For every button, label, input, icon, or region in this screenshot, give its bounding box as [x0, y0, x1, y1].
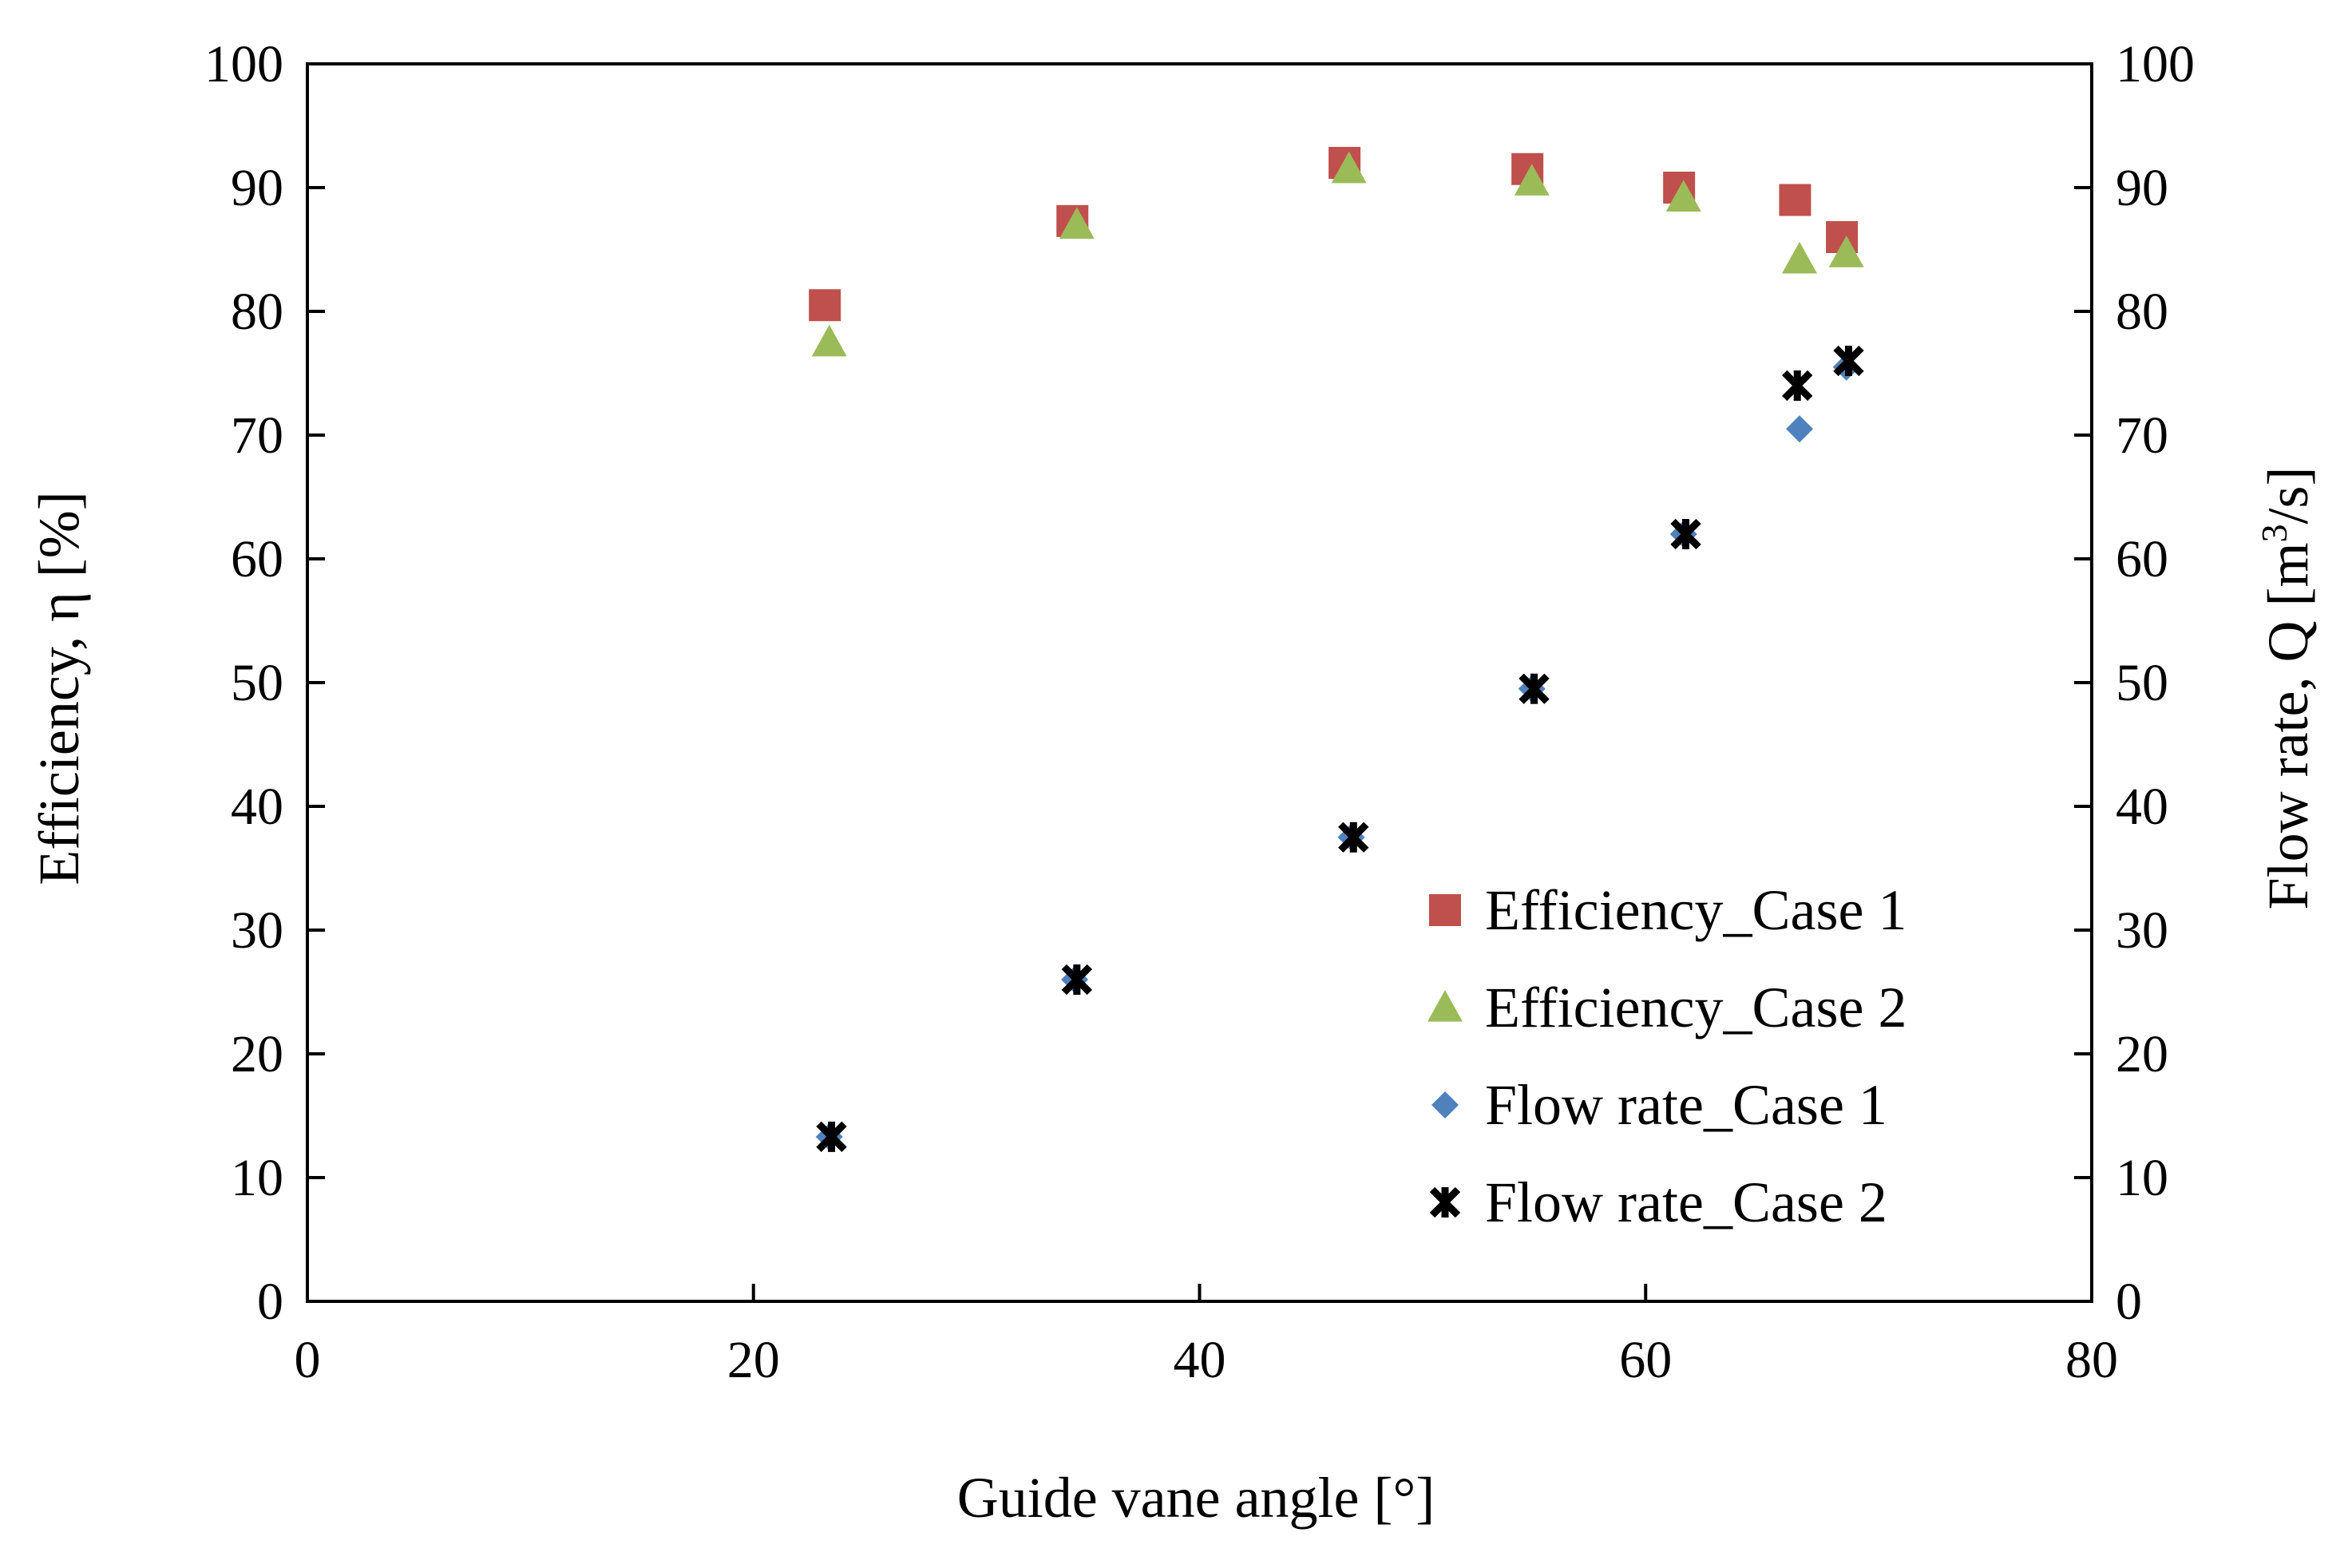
y-left-tick-label: 10	[231, 1149, 283, 1207]
y-axis-right-title-main: Flow rate, Q [m	[2256, 543, 2320, 910]
y-right-tick-label: 50	[2116, 654, 2168, 712]
data-point	[1514, 164, 1550, 196]
y-left-tick-label: 0	[257, 1273, 283, 1331]
y-axis-right-title-suffix: /s]	[2256, 467, 2320, 525]
data-point	[1828, 236, 1864, 267]
data-point	[1786, 415, 1814, 443]
y-left-tick-label: 50	[231, 654, 283, 712]
y-right-tick-label: 10	[2116, 1149, 2168, 1207]
y-left-tick-label: 40	[231, 778, 283, 836]
data-point	[1518, 673, 1550, 704]
y-right-tick-label: 20	[2116, 1025, 2168, 1083]
x-tick-label: 60	[1619, 1331, 1672, 1389]
x-tick-label: 80	[2065, 1331, 2118, 1389]
y-right-tick-label: 70	[2116, 406, 2168, 465]
data-point	[1782, 370, 1813, 402]
y-right-tick-label: 90	[2116, 159, 2168, 217]
y-axis-right-title: Flow rate, Q [m3/s]	[2254, 467, 2320, 910]
legend-label: Flow rate_Case 1	[1485, 1073, 1887, 1137]
x-axis-title: Guide vane angle [°]	[957, 1466, 1435, 1530]
y-right-tick-label: 30	[2116, 901, 2168, 960]
y-axis-right-title-superscript: 3	[2254, 525, 2295, 543]
y-left-tick-label: 70	[231, 406, 283, 465]
y-right-tick-label: 80	[2116, 283, 2168, 341]
series-efficiency-case-2	[811, 151, 1864, 357]
data-point	[811, 324, 847, 357]
y-right-tick-label: 100	[2116, 35, 2195, 93]
legend-marker	[1431, 1091, 1459, 1119]
legend-marker	[1429, 894, 1461, 926]
legend-label: Efficiency_Case 1	[1485, 878, 1907, 942]
data-point	[809, 289, 841, 322]
data-point	[816, 1121, 847, 1153]
x-tick-label: 0	[295, 1331, 321, 1389]
y-axis-right: 0 10 20 30 40 50 60 70 80 90 100	[2074, 35, 2195, 1331]
y-left-tick-label: 80	[231, 283, 283, 341]
data-point	[1061, 964, 1093, 996]
y-left-tick-label: 20	[231, 1025, 283, 1083]
y-left-tick-label: 30	[231, 901, 283, 960]
data-markers	[809, 147, 1864, 1153]
legend: Efficiency_Case 1 Efficiency_Case 2 Flow r…	[1427, 878, 1907, 1234]
x-axis: 0 20 40 60 80	[295, 1284, 2118, 1389]
x-tick-label: 40	[1174, 1331, 1226, 1389]
y-axis-left: 0 10 20 30 40 50 60 70 80 90 100	[204, 35, 325, 1331]
data-point	[1665, 180, 1701, 212]
data-point	[1338, 822, 1369, 853]
y-right-tick-label: 40	[2116, 778, 2168, 836]
series-flow-rate-case-2	[816, 345, 1864, 1153]
legend-marker	[1427, 990, 1463, 1022]
y-right-tick-label: 0	[2116, 1273, 2142, 1331]
data-point	[1059, 207, 1095, 240]
legend-marker	[1429, 1186, 1461, 1218]
y-left-tick-label: 100	[204, 35, 283, 93]
y-left-tick-label: 60	[231, 530, 283, 588]
y-left-tick-label: 90	[231, 159, 283, 217]
data-point	[1779, 184, 1811, 216]
data-point	[1670, 518, 1701, 550]
data-point	[1331, 151, 1367, 184]
data-point	[1833, 345, 1864, 377]
y-right-tick-label: 60	[2116, 530, 2168, 588]
x-tick-label: 20	[727, 1331, 780, 1389]
series-efficiency-case-1	[809, 147, 1859, 322]
legend-label: Efficiency_Case 2	[1485, 976, 1907, 1039]
legend-label: Flow rate_Case 2	[1485, 1170, 1887, 1234]
data-point	[1782, 241, 1818, 274]
y-axis-left-title: Efficiency, η [%]	[27, 491, 91, 885]
